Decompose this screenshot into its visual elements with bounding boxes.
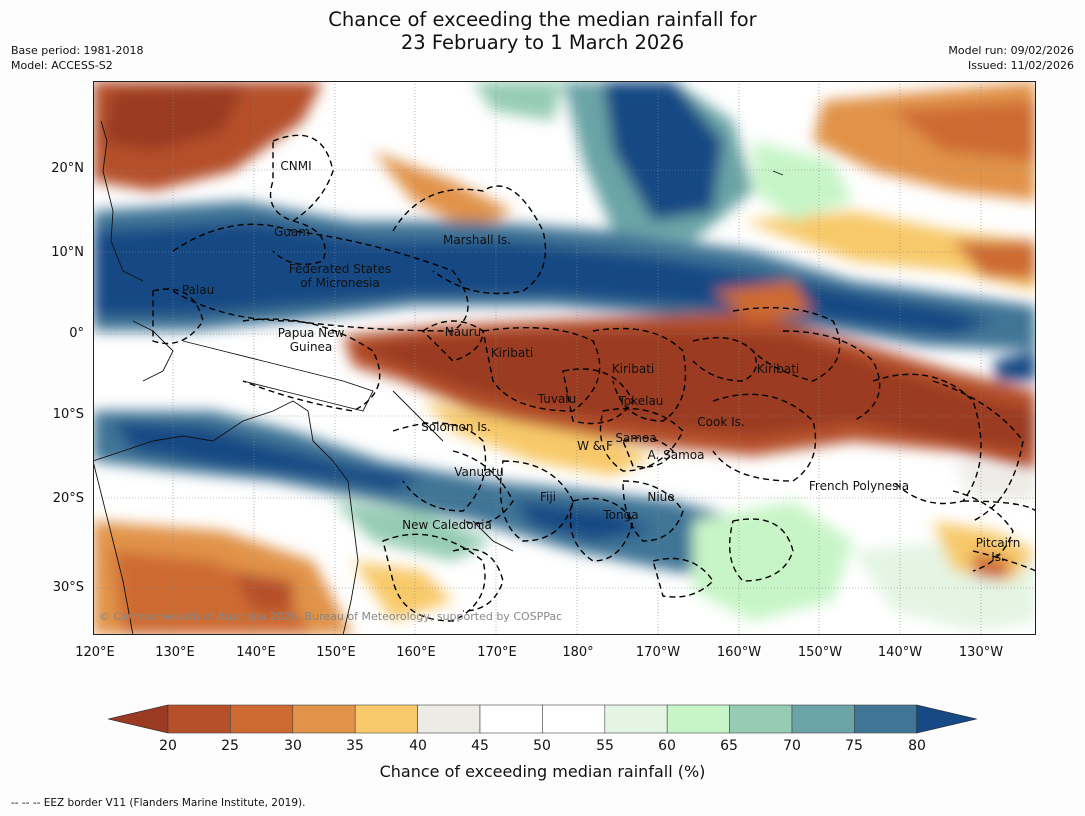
colorbar-extend-high (916, 704, 977, 734)
colorbar-swatch (417, 704, 481, 734)
label-marshall: Marshall Is. (443, 233, 511, 247)
label-niue: Niue (647, 490, 675, 504)
title-line-1: Chance of exceeding the median rainfall … (328, 8, 757, 31)
label-pitcairn-line2: Is. (991, 550, 1005, 564)
lat-label: 20°S (52, 491, 84, 506)
label-pitcairn: Pitcairn Is. (976, 536, 1021, 564)
lon-label: 160°W (716, 645, 762, 660)
colorbar-swatch (604, 704, 668, 734)
label-solomon: Solomon Is. (421, 420, 491, 434)
label-fsm: Federated States of Micronesia (289, 262, 391, 290)
label-tonga: Tonga (603, 508, 639, 522)
eez-footnote: -- -- -- EEZ border V11 (Flanders Marine… (11, 797, 306, 809)
colorbar-swatch (230, 704, 294, 734)
colorbar-tick: 25 (221, 738, 239, 754)
colorbar-swatch (292, 704, 356, 734)
title-line-2: 23 February to 1 March 2026 (400, 31, 685, 54)
lon-label: 150°E (316, 645, 356, 660)
colorbar-swatch (542, 704, 606, 734)
colorbar (107, 704, 977, 734)
lon-label: 140°E (236, 645, 276, 660)
lat-label: 20°N (51, 161, 84, 176)
label-new-caledonia: New Caledonia (402, 518, 492, 532)
colorbar-tick: 80 (908, 738, 926, 754)
coastlines (93, 120, 784, 635)
lat-label: 10°S (52, 407, 84, 422)
eez-borders (152, 134, 1036, 622)
lon-label: 130°W (958, 645, 1004, 660)
colorbar-swatch (167, 704, 231, 734)
colorbar-swatch (666, 704, 730, 734)
label-png-line2: Guinea (289, 340, 333, 354)
lon-label: 120°E (75, 645, 115, 660)
colorbar-tick: 40 (409, 738, 427, 754)
grid-lines (93, 81, 1036, 635)
label-png-line1: Papua New (277, 326, 345, 340)
issued-date: Issued: 11/02/2026 (967, 59, 1074, 72)
lon-label: 140°W (877, 645, 923, 660)
label-kiribati-west: Kiribati (490, 346, 534, 360)
copyright-notice: © Commonwealth of Australia 2026, Bureau… (99, 610, 563, 623)
label-tokelau: Tokelau (618, 394, 664, 408)
colorbar-tick: 45 (471, 738, 489, 754)
colorbar-tick: 75 (845, 738, 863, 754)
label-fsm-line1: Federated States (288, 262, 392, 276)
label-png: Papua New Guinea (278, 326, 345, 354)
rainfall-map (93, 81, 1036, 635)
label-palau: Palau (181, 283, 215, 297)
colorbar-swatch (354, 704, 418, 734)
meta-left: Base period: 1981-2018 Model: ACCESS-S2 (11, 43, 143, 73)
lon-label: 180° (562, 645, 594, 660)
label-fsm-line2: of Micronesia (300, 276, 380, 290)
label-american-samoa: A. Samoa (647, 448, 705, 462)
model-run: Model run: 09/02/2026 (948, 44, 1074, 57)
model-name: Model: ACCESS-S2 (11, 59, 113, 72)
colorbar-tick: 70 (783, 738, 801, 754)
label-guam: Guam (274, 225, 310, 239)
base-period: Base period: 1981-2018 (11, 44, 144, 57)
lon-label: 130°E (155, 645, 195, 660)
label-samoa: Samoa (615, 431, 657, 445)
meta-right: Model run: 09/02/2026 Issued: 11/02/2026 (948, 43, 1074, 73)
label-cnmi: CNMI (280, 159, 312, 173)
colorbar-swatch (791, 704, 855, 734)
colorbar-label: Chance of exceeding median rainfall (%) (379, 762, 706, 781)
label-pitcairn-line1: Pitcairn (975, 536, 1021, 550)
map-title: Chance of exceeding the median rainfall … (0, 8, 1085, 54)
label-kiribati-east: Kiribati (756, 362, 800, 376)
colorbar-tick: 50 (533, 738, 551, 754)
label-cook: Cook Is. (697, 415, 745, 429)
colorbar-tick: 30 (284, 738, 302, 754)
lon-label: 160°E (396, 645, 436, 660)
lat-label: 10°N (51, 245, 84, 260)
colorbar-tick: 65 (720, 738, 738, 754)
colorbar-tick: 60 (658, 738, 676, 754)
label-french-polynesia: French Polynesia (808, 479, 910, 493)
lon-label: 170°E (477, 645, 517, 660)
colorbar-extend-low (107, 704, 169, 734)
label-fiji: Fiji (539, 490, 557, 504)
colorbar-swatch (729, 704, 793, 734)
label-vanuatu: Vanuatu (454, 465, 504, 479)
colorbar-tick: 20 (159, 738, 177, 754)
label-tuvalu: Tuvalu (537, 392, 577, 406)
lon-label: 150°W (797, 645, 843, 660)
colorbar-tick: 55 (596, 738, 614, 754)
colorbar-tick: 35 (346, 738, 364, 754)
lon-label: 170°W (635, 645, 681, 660)
colorbar-swatch (479, 704, 543, 734)
label-nauru: Nauru (444, 325, 482, 339)
colorbar-swatch (854, 704, 918, 734)
lat-label: 0° (69, 326, 84, 341)
label-wallis-futuna: W & F (577, 439, 613, 453)
lat-label: 30°S (52, 580, 84, 595)
label-kiribati-central: Kiribati (611, 362, 655, 376)
